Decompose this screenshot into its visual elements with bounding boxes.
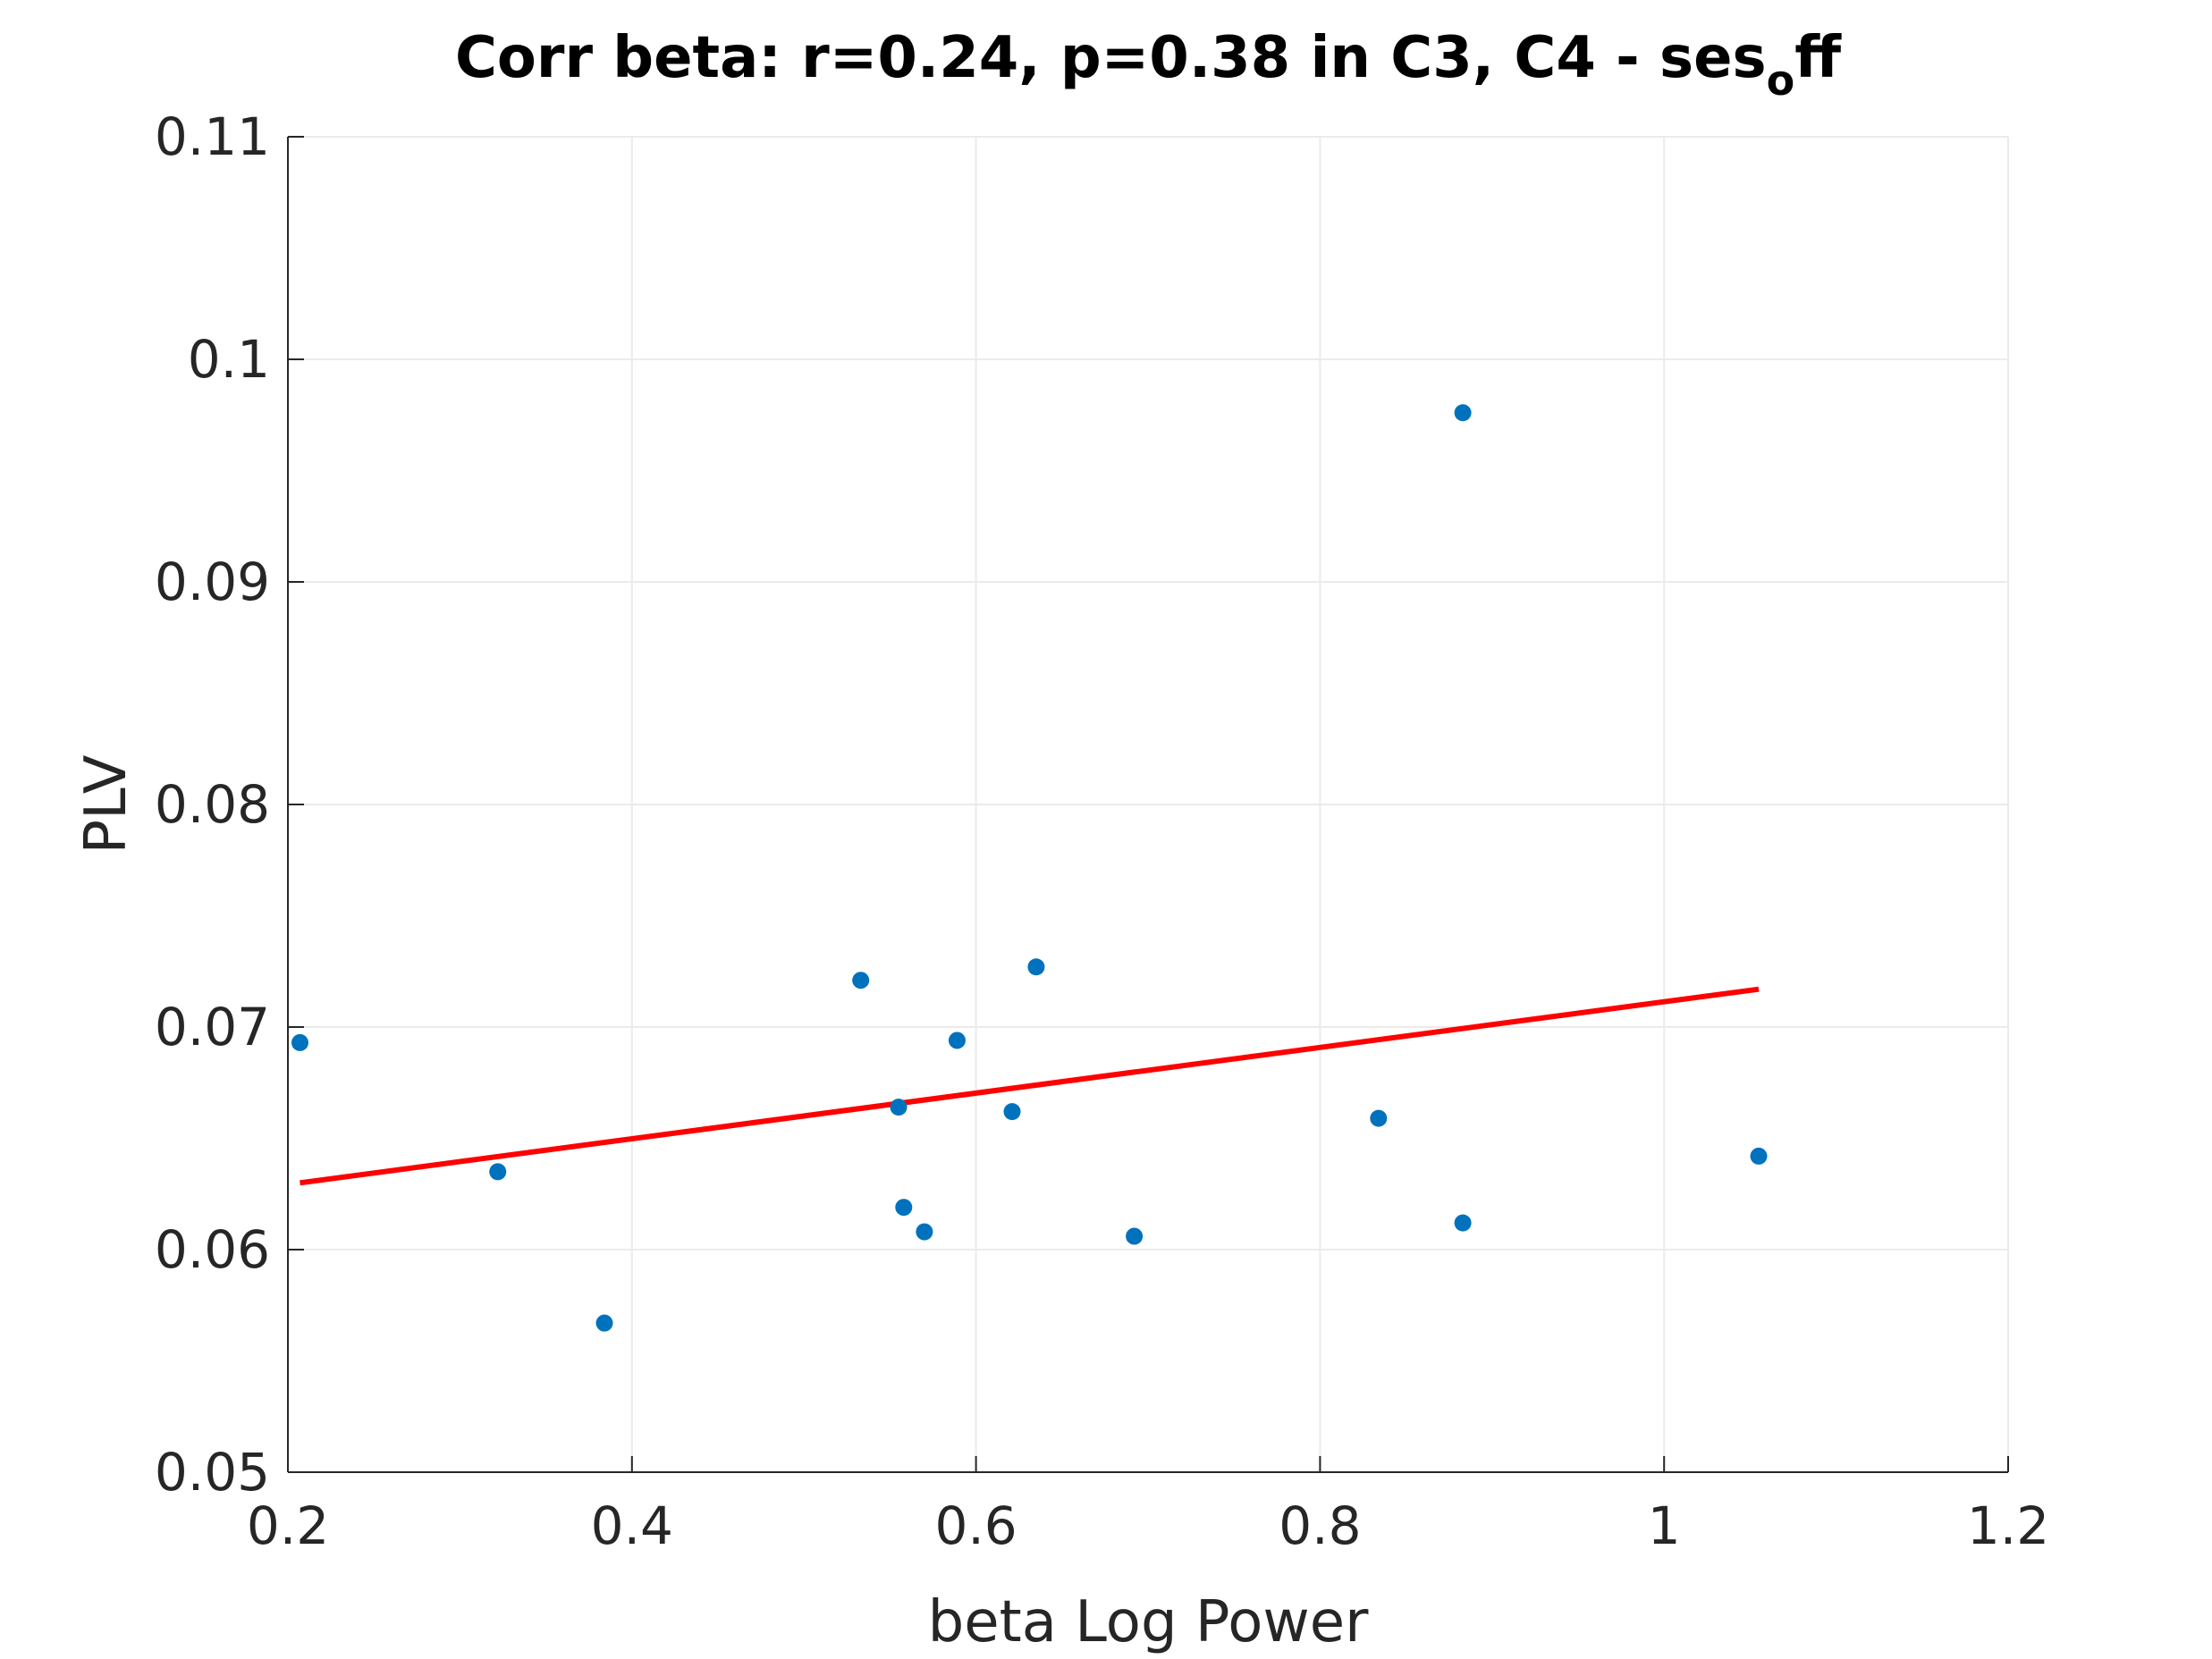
chart-title-main: Corr beta: r=0.24, p=0.38 in C3, C4 - se… [455,25,1767,91]
y-tick-label: 0.11 [155,106,270,167]
x-tick-label: 0.6 [934,1495,1017,1556]
x-tick-label: 1.2 [1967,1495,2049,1556]
data-point [1370,1109,1388,1127]
y-tick-label: 0.1 [188,329,270,390]
data-point [1126,1227,1144,1245]
x-axis-label: beta Log Power [928,1589,1370,1655]
x-tick-label: 0.4 [591,1495,673,1556]
axes [287,136,2009,1473]
chart-title-subscript: o [1767,56,1795,105]
data-point [489,1163,507,1181]
x-tick-label: 0.2 [247,1495,329,1556]
data-point [595,1314,613,1332]
chart-title: Corr beta: r=0.24, p=0.38 in C3, C4 - se… [455,25,1842,105]
y-tick-label: 0.06 [155,1219,270,1280]
data-point [1003,1103,1021,1121]
data-point [291,1033,308,1051]
x-tick-label: 0.8 [1279,1495,1361,1556]
y-tick-label: 0.08 [155,774,270,835]
x-tick-label: 1 [1648,1495,1681,1556]
data-point [1454,1214,1472,1232]
data-points [291,404,1768,1332]
data-point [890,1099,908,1116]
grid [287,136,2009,1473]
y-axis-label: PLV [73,754,139,854]
data-point [1750,1147,1768,1165]
regression-line-layer [300,986,1760,1186]
data-point [1454,404,1472,422]
data-point [852,972,870,990]
chart-title-suffix: ff [1794,25,1842,91]
data-point [895,1199,913,1217]
data-point [948,1032,966,1049]
y-tick-labels: 0.05 0.06 0.07 0.08 0.09 0.1 0.11 [155,106,270,1503]
regression-line [300,986,1760,1186]
y-tick-label: 0.07 [155,997,270,1057]
data-point [916,1223,933,1241]
x-tick-labels: 0.2 0.4 0.6 0.8 1 1.2 [247,1495,2049,1556]
y-tick-label: 0.05 [155,1442,270,1503]
y-tick-label: 0.09 [155,552,270,612]
data-point [1027,958,1045,976]
